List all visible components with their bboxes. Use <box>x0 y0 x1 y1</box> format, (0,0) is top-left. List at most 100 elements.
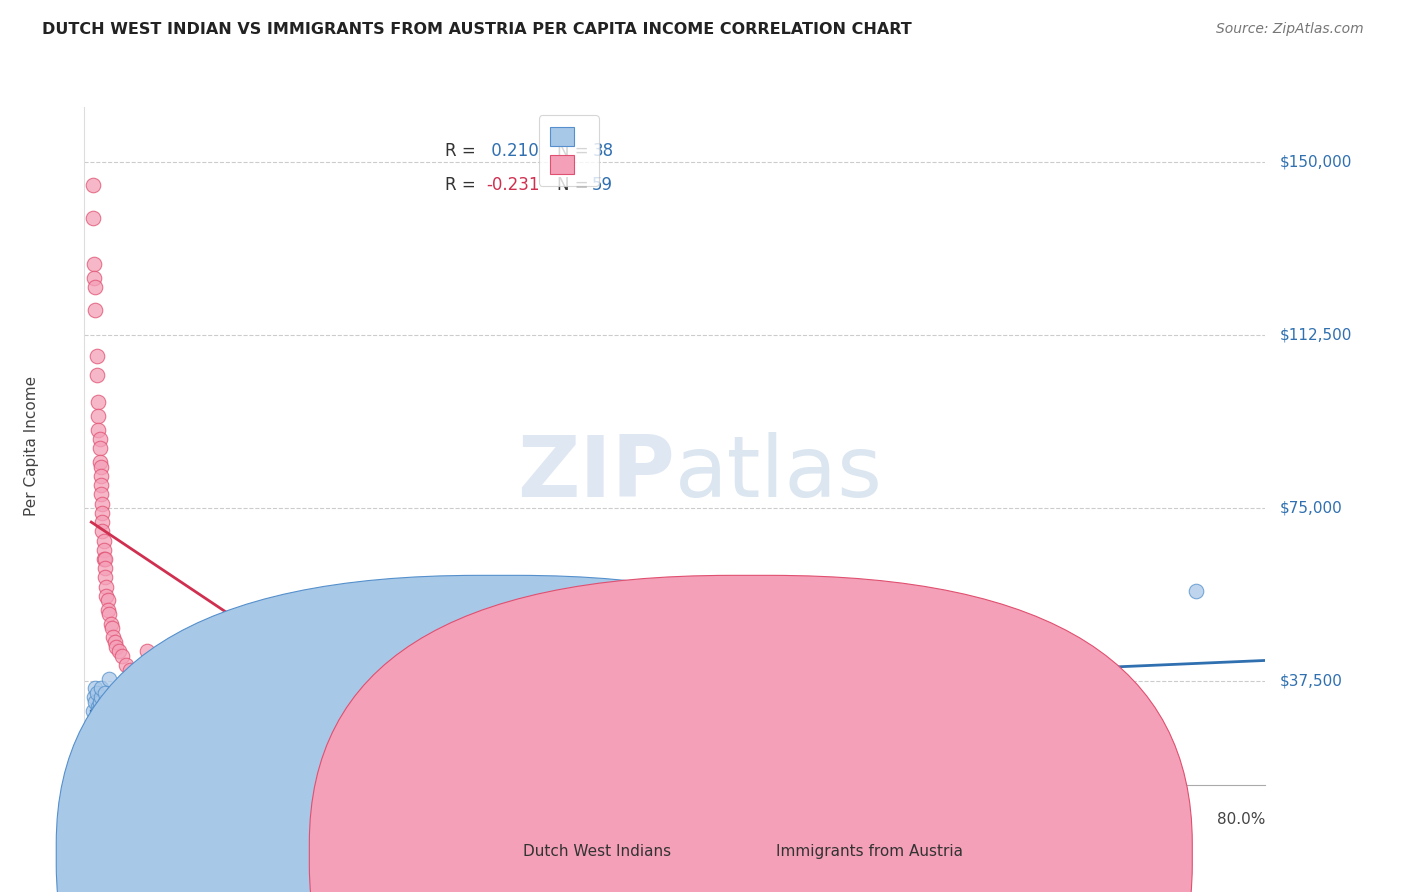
Text: Immigrants from Austria: Immigrants from Austria <box>776 845 963 859</box>
Point <box>90 478 112 492</box>
Text: $112,500: $112,500 <box>1279 328 1351 343</box>
Point <box>91 506 114 520</box>
Point <box>82 178 104 193</box>
Point <box>135 644 157 658</box>
Text: Source: ZipAtlas.com: Source: ZipAtlas.com <box>1216 22 1364 37</box>
Text: N =: N = <box>557 142 593 160</box>
Point <box>329 718 352 732</box>
Point <box>98 607 121 622</box>
Text: -0.231: -0.231 <box>486 176 540 194</box>
Point <box>104 635 127 649</box>
Point <box>142 653 165 667</box>
Point <box>101 621 124 635</box>
Point <box>86 349 108 363</box>
Point <box>118 663 141 677</box>
Point <box>93 533 115 548</box>
Point <box>84 681 107 695</box>
Point <box>89 695 111 709</box>
Point <box>93 542 115 557</box>
Point <box>111 648 134 663</box>
Point <box>83 257 105 271</box>
Point <box>156 672 179 686</box>
Point <box>96 704 118 718</box>
Point <box>90 487 112 501</box>
Point <box>149 695 172 709</box>
Point <box>87 423 110 437</box>
Point <box>97 593 120 607</box>
Point <box>83 690 105 705</box>
Point <box>605 690 627 705</box>
Point <box>83 270 105 285</box>
Point <box>111 708 134 723</box>
Point <box>82 704 104 718</box>
Point <box>90 469 112 483</box>
Point <box>90 681 112 695</box>
Point <box>135 681 157 695</box>
Point <box>91 524 114 539</box>
Text: Per Capita Income: Per Capita Income <box>24 376 39 516</box>
Point <box>96 589 118 603</box>
Point <box>177 672 200 686</box>
Point <box>100 616 122 631</box>
Point <box>89 432 111 446</box>
Point <box>91 515 114 529</box>
Point <box>467 667 489 681</box>
Point <box>329 686 352 700</box>
Text: $37,500: $37,500 <box>1279 673 1343 689</box>
Text: 0.0%: 0.0% <box>84 812 124 827</box>
Point <box>94 570 117 584</box>
Point <box>83 714 105 728</box>
Point <box>87 699 110 714</box>
Point <box>103 686 125 700</box>
Point <box>121 690 143 705</box>
Point <box>84 695 107 709</box>
Text: 0.210: 0.210 <box>486 142 538 160</box>
Text: Dutch West Indians: Dutch West Indians <box>523 845 671 859</box>
Point <box>84 280 107 294</box>
Point <box>128 672 150 686</box>
Text: R =: R = <box>444 142 481 160</box>
Text: DUTCH WEST INDIAN VS IMMIGRANTS FROM AUSTRIA PER CAPITA INCOME CORRELATION CHART: DUTCH WEST INDIAN VS IMMIGRANTS FROM AUS… <box>42 22 912 37</box>
Point <box>177 690 200 705</box>
Text: N =: N = <box>557 176 593 194</box>
Point <box>98 672 121 686</box>
Point <box>82 211 104 225</box>
Point <box>87 409 110 423</box>
Point <box>91 699 114 714</box>
Point <box>93 552 115 566</box>
Point <box>108 644 131 658</box>
Point <box>94 552 117 566</box>
Point <box>121 667 143 681</box>
Point <box>128 672 150 686</box>
Text: 38: 38 <box>592 142 613 160</box>
Point <box>86 686 108 700</box>
Point <box>86 368 108 382</box>
Point <box>191 695 214 709</box>
Point <box>90 459 112 474</box>
Point <box>97 603 120 617</box>
Point <box>356 723 378 737</box>
Point <box>105 640 128 654</box>
Point <box>287 708 309 723</box>
Point <box>114 658 136 673</box>
Point <box>105 714 128 728</box>
Point <box>90 690 112 705</box>
Point <box>89 455 111 469</box>
Point <box>163 681 186 695</box>
Point <box>908 731 931 746</box>
Point <box>93 708 115 723</box>
Text: atlas: atlas <box>675 432 883 515</box>
Text: ZIP: ZIP <box>517 432 675 515</box>
Text: 80.0%: 80.0% <box>1218 812 1265 827</box>
Point <box>114 676 136 690</box>
Point <box>86 708 108 723</box>
Point <box>101 704 124 718</box>
Point <box>89 442 111 456</box>
Point <box>89 708 111 723</box>
Point <box>84 302 107 317</box>
Point <box>96 580 118 594</box>
Point <box>218 704 240 718</box>
Point <box>91 497 114 511</box>
Point <box>1185 584 1208 599</box>
Point <box>103 631 125 645</box>
